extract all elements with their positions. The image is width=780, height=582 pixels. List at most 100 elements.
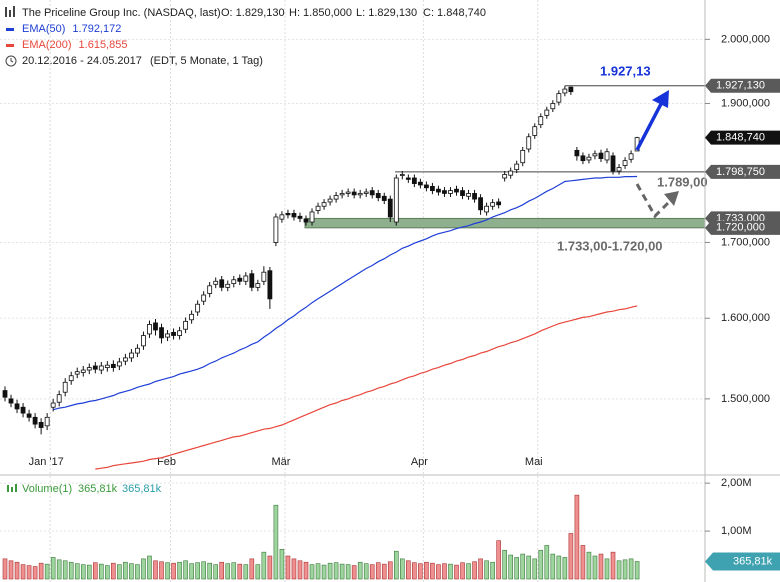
volume-bar (159, 561, 164, 580)
candle-body (526, 136, 532, 150)
volume-bar (111, 562, 116, 580)
level-box (705, 220, 780, 235)
volume-bar (586, 551, 592, 580)
volume-bar (86, 564, 92, 580)
candle-body (574, 149, 580, 157)
candle-body (243, 275, 249, 282)
candle-body (129, 352, 134, 359)
volume-bar (291, 558, 297, 580)
volume-bar (62, 560, 68, 580)
volume-bar (20, 564, 26, 580)
candle-body (249, 273, 255, 288)
volume-bar (466, 563, 471, 580)
candle-body (159, 327, 164, 339)
volume-bar (38, 562, 44, 580)
candle-body (393, 177, 399, 223)
volume-bar (544, 545, 550, 580)
volume-bar (526, 555, 532, 580)
x-tick-label: Mai (525, 456, 543, 468)
arrow-head (664, 191, 679, 206)
candle-body (26, 413, 32, 418)
x-tick-label: Mär (271, 456, 290, 468)
volume-bar (153, 560, 158, 580)
candle-body (261, 271, 267, 282)
volume-bar (68, 561, 74, 580)
volume-bar (303, 561, 309, 580)
candle-body (74, 371, 80, 375)
candle-body (460, 190, 465, 196)
candle-body (183, 320, 189, 330)
volume-bar (267, 555, 273, 580)
volume-bar (550, 553, 556, 580)
candle-body (442, 190, 447, 194)
candle-body (62, 381, 68, 393)
volume-bar (363, 563, 369, 580)
volume-bar (93, 562, 98, 580)
volume-bar (207, 562, 212, 580)
annotation: 1.733,00-1.720,00 (557, 238, 663, 253)
candle-body (351, 191, 357, 196)
candle-body (417, 181, 423, 186)
candle-body (255, 283, 261, 288)
volume-bar (56, 559, 62, 580)
volume-bar (381, 563, 387, 580)
ohlc: C: 1.848,740 (423, 7, 486, 19)
y-tick-label: 1.700,000 (721, 236, 770, 248)
volume-bar (285, 555, 291, 580)
candle-body (405, 177, 411, 180)
candle-body (56, 394, 62, 403)
volume-bar (502, 549, 507, 580)
volume-bar (213, 564, 218, 580)
candle-body (622, 160, 628, 166)
candle-body (219, 279, 225, 288)
candle-body (141, 335, 146, 347)
candle-body (478, 197, 483, 211)
candle-body (123, 357, 128, 362)
volume-bar (249, 558, 255, 580)
candle-body (14, 403, 20, 410)
period-note: (EDT, 5 Monate, 1 Tag) (150, 55, 263, 67)
clock-icon (5, 55, 17, 67)
level-box (705, 130, 780, 145)
volume-label: 365,81k (78, 483, 118, 495)
candle-body (357, 193, 363, 196)
volume-bar (2, 558, 8, 580)
volume-bar (375, 562, 381, 580)
volume-bar (580, 545, 586, 580)
level-label: 1.798,750 (716, 166, 765, 178)
volume-bar (50, 557, 56, 580)
icon (13, 6, 15, 17)
ema-line (95, 305, 638, 470)
volume-bar (490, 561, 495, 580)
candle-body (98, 365, 104, 371)
levels (304, 85, 706, 229)
candle-body (8, 398, 14, 404)
volume-bar (189, 563, 194, 580)
volume-bar (231, 562, 237, 580)
volume-bar (261, 551, 267, 580)
candle-body (496, 201, 502, 206)
candle-body (339, 193, 345, 196)
candle-body (454, 188, 459, 193)
candle-body (177, 330, 182, 336)
candle-body (50, 402, 56, 408)
arrow-head (652, 90, 669, 108)
candle-body (165, 333, 170, 338)
grid: Jan '17 Feb Mär Apr Mai (0, 0, 705, 582)
volume-bar (177, 561, 182, 580)
candle-body (448, 190, 453, 194)
candle-body (466, 193, 471, 197)
volume-bar (442, 563, 447, 580)
candle-body (116, 361, 122, 367)
volume-bar (430, 562, 435, 580)
candle-body (285, 212, 291, 216)
volume-bar (604, 558, 610, 580)
volume-bar (333, 562, 339, 580)
icon (7, 485, 9, 492)
arrow-dashed (635, 183, 674, 219)
volume-bar (634, 561, 640, 580)
candle-body (189, 313, 195, 321)
candle-body (2, 390, 8, 398)
